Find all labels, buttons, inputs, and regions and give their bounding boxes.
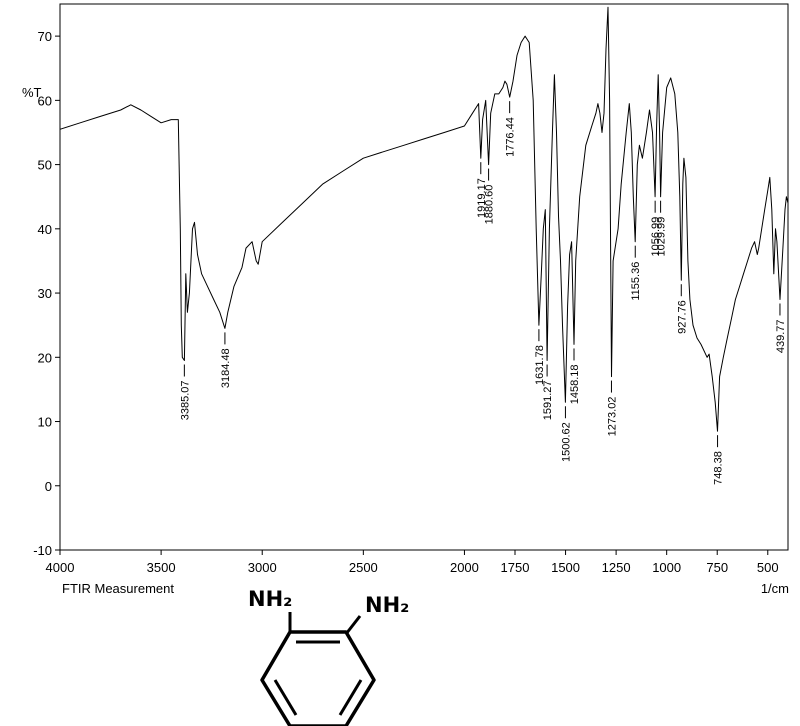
peak-label: 1919.17: [476, 178, 488, 218]
plot-frame: [59, 3, 789, 551]
peak-label: 927.76: [676, 300, 688, 334]
peak-label: 1155.36: [630, 262, 642, 301]
spectrum-series: [59, 6, 789, 432]
x-tick-label: 2000: [450, 560, 479, 575]
x-tick-label: 3500: [147, 560, 176, 575]
y-tick-label: 20: [38, 350, 52, 365]
y-tick-label: 30: [38, 286, 52, 301]
o-phenylenediamine-structure: NH₂ NH₂: [248, 587, 409, 726]
y-tick-label: 40: [38, 222, 52, 237]
bond-n-right: [344, 615, 362, 635]
x-tick-label: 1750: [501, 560, 530, 575]
y-tick-label: -10: [33, 543, 52, 558]
x-tick-label: 2500: [349, 560, 378, 575]
peak-label: 1029.99: [656, 217, 668, 257]
x-tick-label: 1250: [602, 560, 631, 575]
peak-label: 1500.62: [560, 422, 572, 462]
x-tick-label: 4000: [46, 560, 75, 575]
peak-label: 1776.44: [505, 117, 517, 157]
y-tick-label: 70: [38, 29, 52, 44]
x-tick-label: 3000: [248, 560, 277, 575]
x-axis-unit: 1/cm: [761, 581, 789, 596]
footer-label: FTIR Measurement: [62, 581, 174, 596]
peak-label: 1631.78: [534, 345, 546, 385]
y-axis: -10 0 10 20 30 40 50 60 70: [33, 29, 60, 558]
peak-label: 1056.99: [650, 217, 662, 257]
peak-label: 1458.18: [569, 364, 581, 404]
x-tick-label: 1000: [652, 560, 681, 575]
y-tick-label: 60: [38, 93, 52, 108]
structure-label-nh2-right: NH₂: [365, 593, 409, 617]
y-tick-label: 0: [45, 479, 52, 494]
x-axis: 4000 3500 3000 2500 2000 1750 1500 1250 1000 750 5…: [46, 550, 779, 575]
y-axis-title: %T: [22, 85, 42, 100]
peak-label: 748.38: [713, 451, 725, 485]
x-tick-label: 1500: [551, 560, 580, 575]
x-tick-label: 750: [706, 560, 728, 575]
x-tick-label: 500: [757, 560, 779, 575]
y-tick-label: 50: [38, 158, 52, 173]
y-tick-label: 10: [38, 415, 52, 430]
spectrum-line: [59, 6, 789, 432]
peak-label: 3184.48: [220, 348, 232, 388]
peak-label: 439.77: [775, 319, 787, 353]
peak-label: 1880.60: [484, 185, 496, 225]
benzene-ring: [260, 630, 376, 726]
ring-double-bond-2: [338, 679, 363, 716]
peak-label: 1273.02: [606, 397, 618, 437]
peak-label: 1591.27: [542, 381, 554, 421]
ring-double-bond-3: [273, 679, 298, 716]
structure-label-nh2-left: NH₂: [248, 587, 292, 611]
peak-label: 3385.07: [179, 381, 191, 421]
